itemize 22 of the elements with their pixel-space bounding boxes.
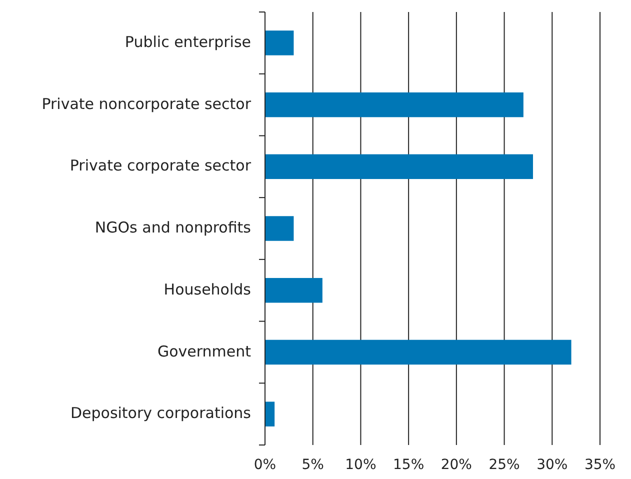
y-tick-label: Government <box>157 342 252 360</box>
x-tick-label: 25% <box>488 457 520 473</box>
y-tick-label: Households <box>164 280 252 298</box>
x-tick-label: 10% <box>345 457 376 473</box>
bar <box>265 154 533 180</box>
bar <box>265 92 524 118</box>
x-tick-label: 15% <box>393 457 424 473</box>
bar <box>265 30 294 56</box>
x-tick-label: 0% <box>254 457 276 473</box>
x-tick-label: 5% <box>302 457 324 473</box>
y-tick-label: Public enterprise <box>124 33 251 52</box>
x-tick-label: 30% <box>536 457 568 473</box>
bar <box>265 216 294 241</box>
bar <box>265 278 322 303</box>
bar <box>265 402 275 426</box>
y-tick-label: NGOs and nonprofits <box>94 218 252 237</box>
bar <box>265 340 572 365</box>
y-tick-label: Private corporate sector <box>70 156 252 175</box>
x-tick-label: 20% <box>440 457 472 473</box>
x-tick-label: 35% <box>584 457 616 473</box>
y-tick-label: Depository corporations <box>70 404 252 422</box>
y-tick-label: Private noncorporate sector <box>42 94 252 113</box>
